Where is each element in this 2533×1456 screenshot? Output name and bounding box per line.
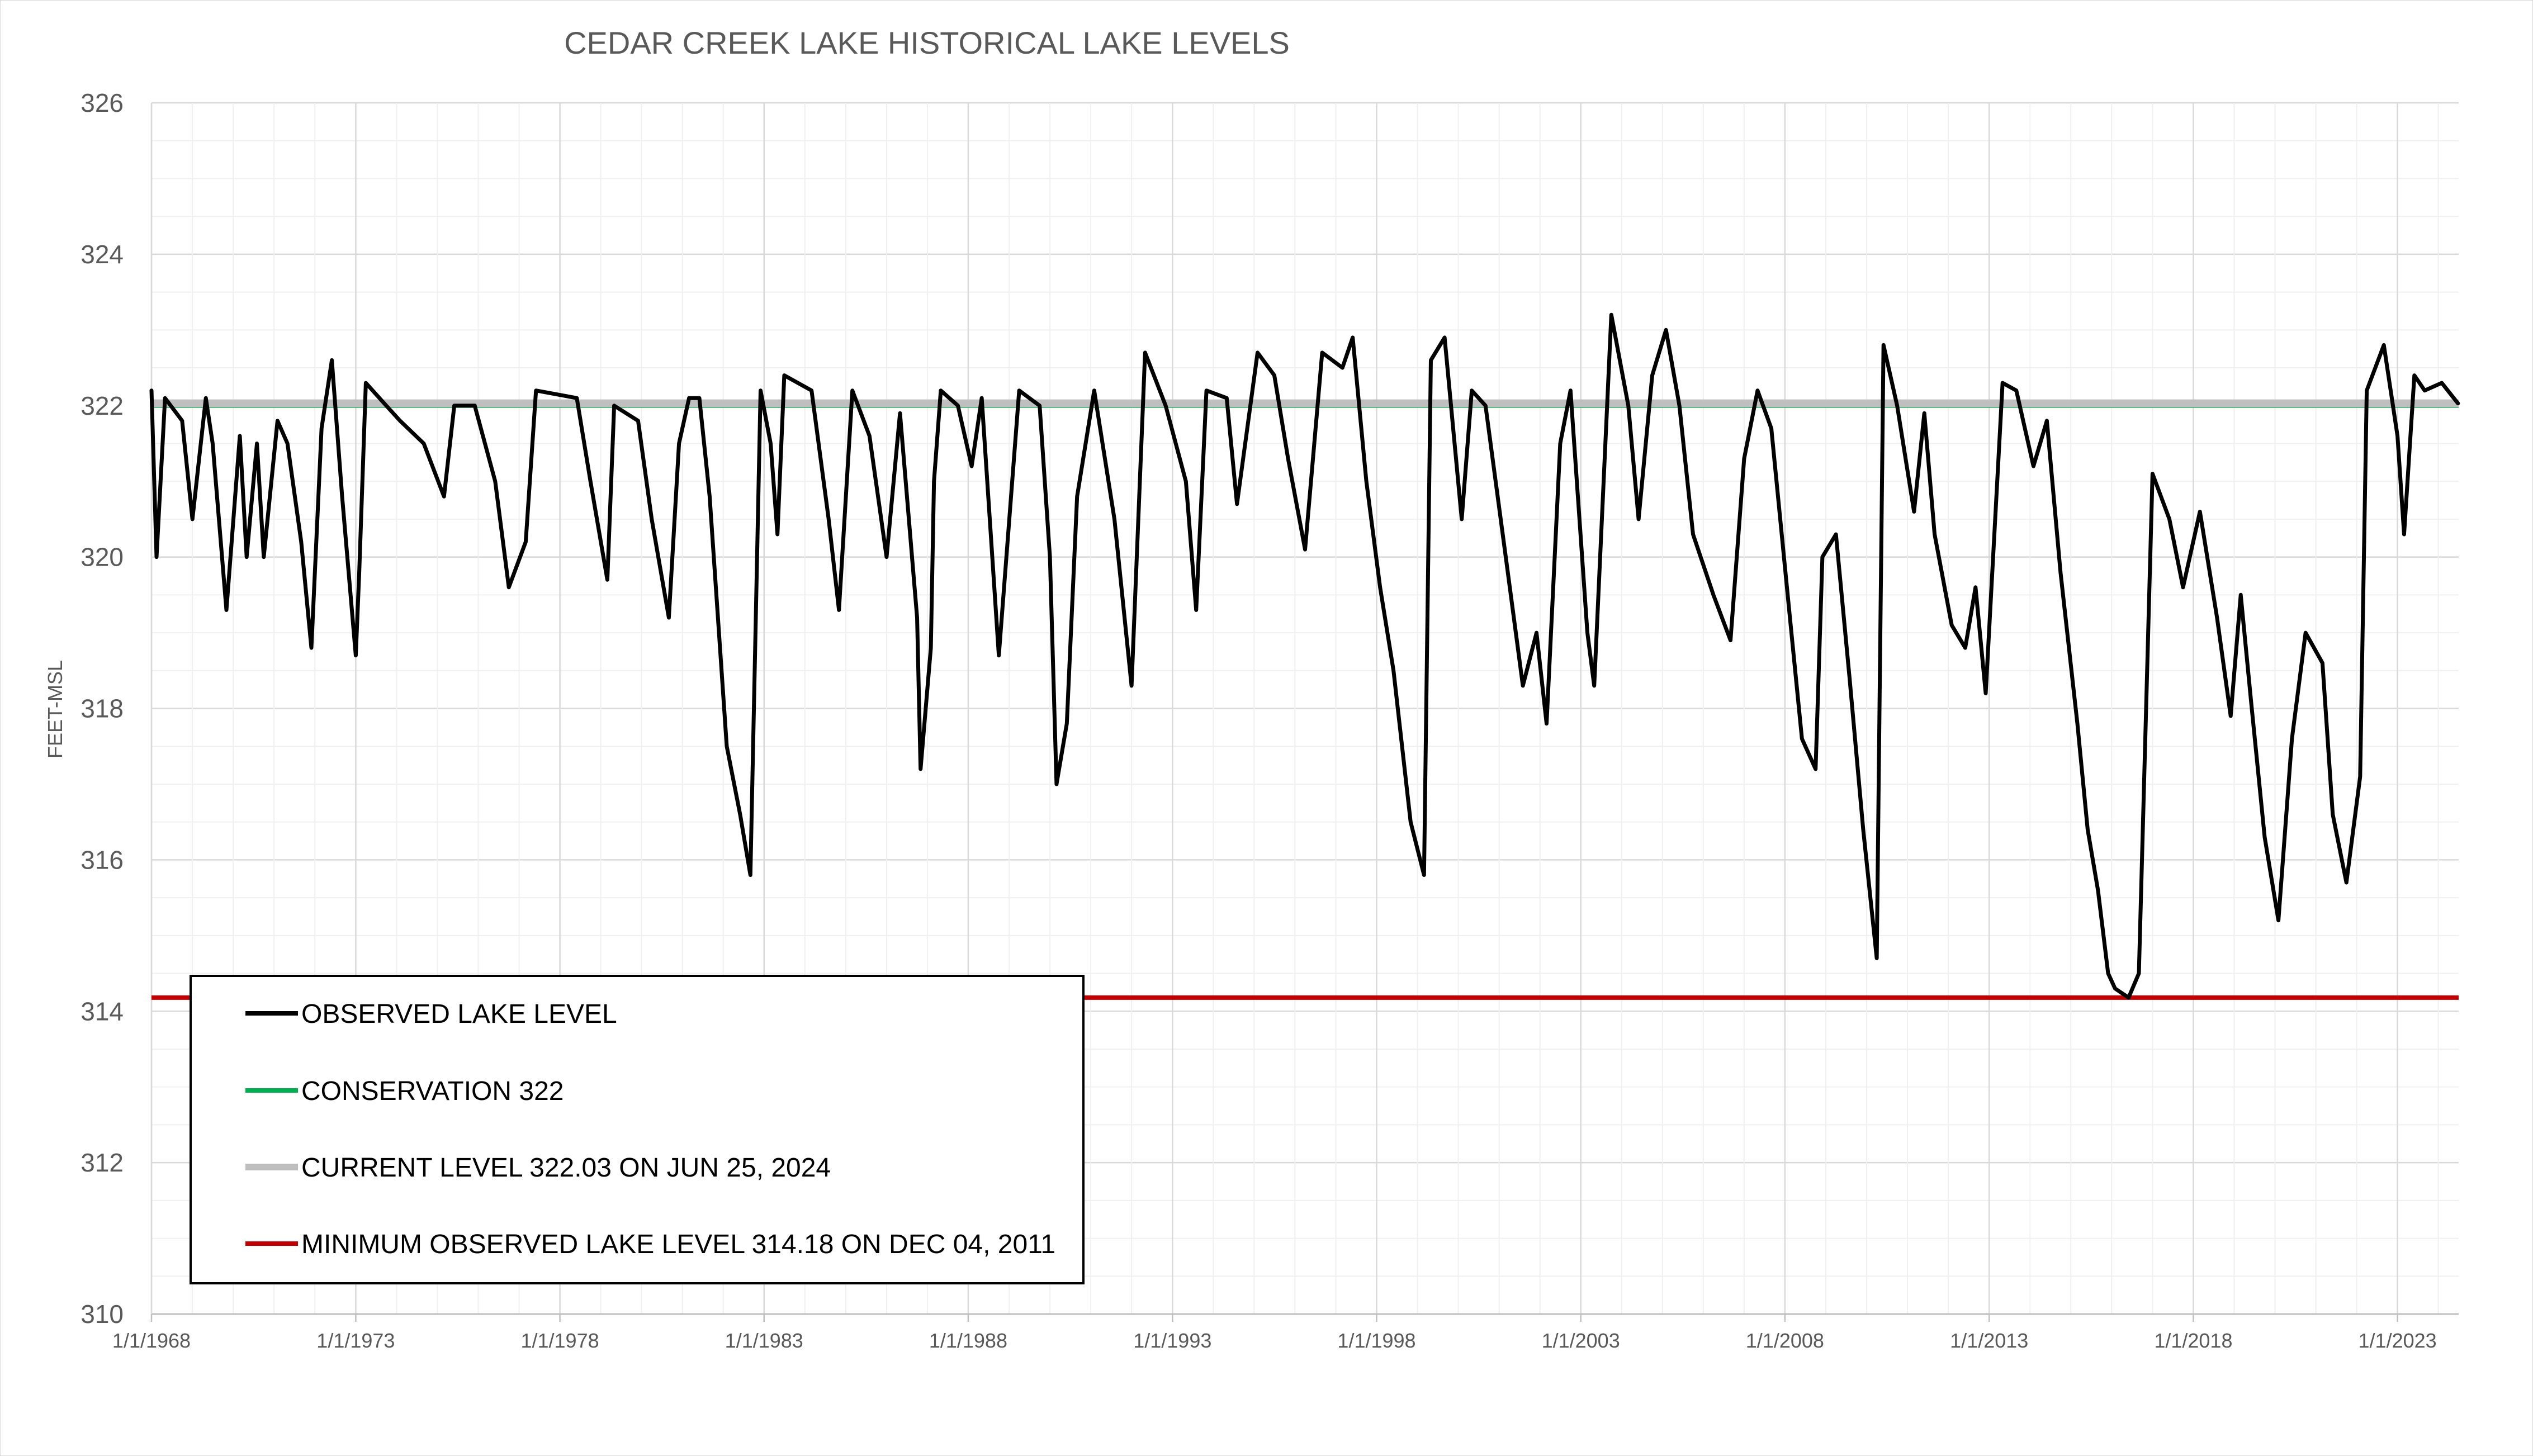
axes: 310 312 314 316 318 320 322 324 326 1/1/1968 1/1/1… xyxy=(81,88,2459,1352)
y-tick-label: 318 xyxy=(81,694,124,723)
y-tick-label: 310 xyxy=(81,1300,124,1329)
x-tick-label: 1/1/1978 xyxy=(520,1329,599,1352)
legend-box xyxy=(190,975,1085,1284)
x-tick-label: 1/1/2013 xyxy=(1950,1329,2028,1352)
y-tick-label: 312 xyxy=(81,1148,124,1177)
y-tick-label: 320 xyxy=(81,543,124,572)
legend-label: OBSERVED LAKE LEVEL xyxy=(301,999,617,1029)
y-tick-label: 324 xyxy=(81,240,124,269)
y-axis-label: FEET-MSL xyxy=(44,660,67,758)
x-tick-label: 1/1/1968 xyxy=(112,1329,191,1352)
legend-label: MINIMUM OBSERVED LAKE LEVEL 314.18 ON DE… xyxy=(301,1230,1055,1259)
x-tick-label: 1/1/2008 xyxy=(1746,1329,1824,1352)
y-tick-label: 326 xyxy=(81,88,124,117)
x-tick-label: 1/1/2023 xyxy=(2359,1329,2437,1352)
y-tick-label: 316 xyxy=(81,845,124,874)
y-tick-label: 322 xyxy=(81,391,124,420)
legend-label: CONSERVATION 322 xyxy=(301,1076,564,1106)
y-tick-label: 314 xyxy=(81,997,124,1026)
legend: OBSERVED LAKE LEVEL CONSERVATION 322 CURRE… xyxy=(190,975,1085,1284)
x-tick-label: 1/1/2003 xyxy=(1542,1329,1620,1352)
observed-lake-level-line xyxy=(149,312,2460,1000)
x-tick-label: 1/1/1993 xyxy=(1133,1329,1211,1352)
legend-label: CURRENT LEVEL 322.03 ON JUN 25, 2024 xyxy=(301,1153,831,1183)
x-tick-label: 1/1/1983 xyxy=(725,1329,803,1352)
x-tick-label: 1/1/1998 xyxy=(1337,1329,1415,1352)
chart-title: CEDAR CREEK LAKE HISTORICAL LAKE LEVELS xyxy=(564,25,1290,60)
series-layer xyxy=(149,312,2460,1000)
x-tick-label: 1/1/1973 xyxy=(316,1329,395,1352)
x-tick-label: 1/1/1988 xyxy=(929,1329,1007,1352)
x-tick-label: 1/1/2018 xyxy=(2154,1329,2232,1352)
